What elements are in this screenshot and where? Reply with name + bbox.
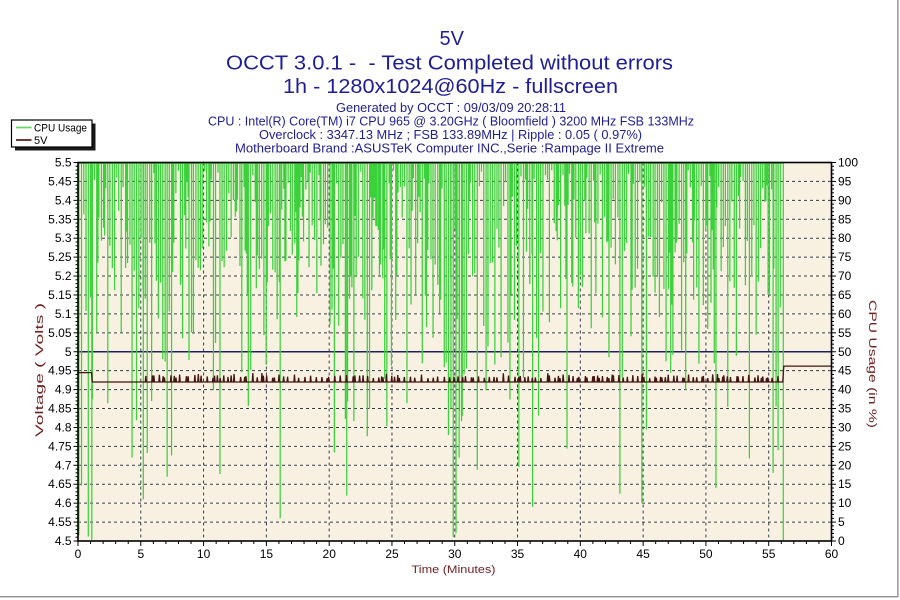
svg-text:5.1: 5.1 [55,307,72,321]
svg-text:100: 100 [838,156,858,170]
svg-text:5.05: 5.05 [48,326,72,340]
svg-text:80: 80 [838,231,852,245]
svg-text:4.75: 4.75 [48,439,72,453]
svg-text:5V: 5V [34,135,48,147]
svg-text:Time (Minutes): Time (Minutes) [412,564,496,576]
svg-text:25: 25 [385,547,399,561]
svg-text:15: 15 [838,477,852,491]
svg-text:5.4: 5.4 [55,193,72,207]
svg-text:CPU Usage (in %): CPU Usage (in %) [866,300,878,428]
svg-text:0: 0 [75,547,82,561]
svg-text:5: 5 [137,547,144,561]
svg-text:Motherboard Brand :ASUSTeK Com: Motherboard Brand :ASUSTeK Computer INC.… [235,142,664,156]
svg-text:30: 30 [448,547,462,561]
svg-text:5.45: 5.45 [48,174,72,188]
svg-text:5.15: 5.15 [48,288,72,302]
svg-text:5: 5 [838,515,845,529]
svg-text:30: 30 [838,420,852,434]
svg-text:5V: 5V [440,28,465,50]
svg-text:60: 60 [825,547,839,561]
svg-text:50: 50 [699,547,713,561]
svg-text:50: 50 [838,345,852,359]
svg-text:5.25: 5.25 [48,250,72,264]
svg-text:4.6: 4.6 [55,496,72,510]
svg-text:70: 70 [838,269,852,283]
svg-text:4.8: 4.8 [55,420,72,434]
svg-text:45: 45 [636,547,650,561]
svg-text:20: 20 [323,547,337,561]
svg-text:OCCT 3.0.1 - - Test Completed: OCCT 3.0.1 - - Test Completed without er… [226,53,673,75]
svg-text:1h - 1280x1024@60Hz - fullscre: 1h - 1280x1024@60Hz - fullscreen [283,76,618,98]
svg-text:65: 65 [838,288,852,302]
svg-text:45: 45 [838,364,852,378]
svg-text:4.9: 4.9 [55,383,72,397]
svg-text:40: 40 [838,383,852,397]
svg-text:4.65: 4.65 [48,477,72,491]
svg-text:55: 55 [838,326,852,340]
svg-text:25: 25 [838,439,852,453]
svg-text:4.5: 4.5 [55,534,72,548]
svg-text:10: 10 [838,496,852,510]
svg-text:5.3: 5.3 [55,231,72,245]
svg-text:35: 35 [838,402,852,416]
svg-text:15: 15 [260,547,274,561]
svg-text:4.7: 4.7 [55,458,72,472]
svg-text:90: 90 [838,193,852,207]
svg-text:40: 40 [574,547,588,561]
svg-text:Generated by OCCT : 09/03/09 2: Generated by OCCT : 09/03/09 20:28:11 [336,101,566,115]
svg-text:85: 85 [838,212,852,226]
svg-text:Overclock : 3347.13 MHz ; FSB: Overclock : 3347.13 MHz ; FSB 133.89MHz … [259,128,642,142]
svg-text:5: 5 [65,345,72,359]
svg-text:60: 60 [838,307,852,321]
svg-text:0: 0 [838,534,845,548]
svg-text:4.55: 4.55 [48,515,72,529]
svg-text:75: 75 [838,250,852,264]
svg-text:20: 20 [838,458,852,472]
svg-text:Voltage ( Volts ): Voltage ( Volts ) [34,303,46,437]
svg-text:CPU Usage: CPU Usage [34,123,87,135]
svg-text:35: 35 [511,547,525,561]
svg-text:5.2: 5.2 [55,269,72,283]
svg-text:95: 95 [838,174,852,188]
svg-text:4.95: 4.95 [48,364,72,378]
svg-text:55: 55 [762,547,776,561]
svg-text:5.35: 5.35 [48,212,72,226]
svg-text:5.5: 5.5 [55,156,72,170]
svg-text:4.85: 4.85 [48,402,72,416]
svg-text:CPU : Intel(R) Core(TM) i7 CPU: CPU : Intel(R) Core(TM) i7 CPU 965 @ 3.2… [208,115,694,129]
svg-text:10: 10 [197,547,211,561]
